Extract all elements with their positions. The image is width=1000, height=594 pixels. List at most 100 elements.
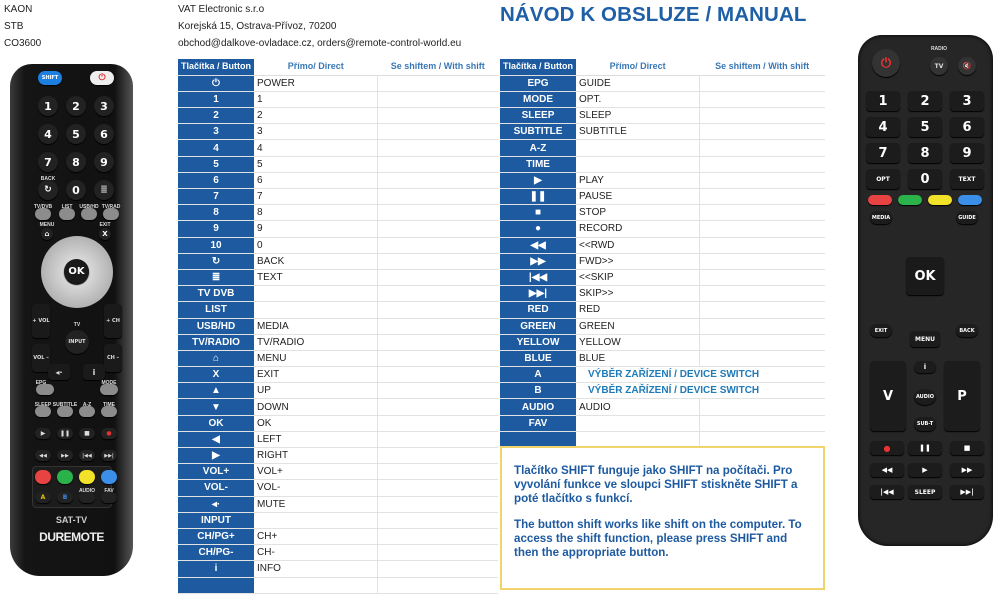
button-name: FAV — [500, 415, 577, 432]
remote-button — [35, 208, 51, 220]
table-row: VOL- VOL- — [178, 479, 498, 497]
remote-button: ▶▶ — [57, 450, 73, 461]
shift-function — [699, 75, 825, 92]
button-name: YELLOW — [500, 334, 577, 351]
text-icon: ≣ — [178, 269, 255, 287]
direct-function — [254, 577, 379, 594]
header-shift: Se shiftem / With shift — [377, 59, 498, 76]
remote-button — [928, 195, 952, 205]
table-row: RED RED — [500, 301, 825, 319]
company-address: Korejská 15, Ostrava-Přívoz, 70200 — [178, 21, 337, 32]
shift-function — [377, 366, 498, 384]
shift-function — [377, 285, 498, 303]
device-switch-cell: VÝBĚR ZAŘÍZENÍ / DEVICE SWITCH — [576, 382, 825, 400]
remote-button: |◀◀ — [79, 450, 95, 461]
shift-function — [377, 447, 498, 465]
remote-button: ◂· — [48, 364, 70, 380]
shift-function — [699, 107, 825, 125]
remote-button: ⏻ — [90, 71, 114, 85]
button-name: USB/HD — [178, 318, 255, 335]
record-icon: ● — [500, 220, 577, 238]
table-row: ⏻ POWER — [178, 75, 498, 92]
remote-button — [59, 208, 75, 220]
table-row: LIST — [178, 301, 498, 319]
page-title: NÁVOD K OBSLUZE / MANUAL — [500, 3, 807, 26]
button-name: EPG — [500, 75, 577, 92]
remote-button: ⌂ — [41, 228, 53, 240]
shift-function — [699, 269, 825, 287]
direct-function: 2 — [254, 107, 379, 125]
remote-button-label: MENU — [39, 222, 55, 228]
remote-button: ▶▶| — [101, 450, 117, 461]
remote-model-label: SAT-TV — [55, 515, 88, 525]
table-row: ▲ UP — [178, 382, 498, 400]
button-name: RED — [500, 301, 577, 319]
direct-function: YELLOW — [576, 334, 700, 351]
model-code: CO3600 — [4, 38, 42, 49]
direct-function: SLEEP — [576, 107, 700, 125]
table-row: X EXIT — [178, 366, 498, 384]
shift-function — [699, 91, 825, 109]
shift-function — [699, 318, 825, 335]
button-name: 7 — [178, 188, 255, 206]
shift-function — [699, 123, 825, 141]
stop-icon: ■ — [500, 204, 577, 222]
remote-button-label: USB/HD — [79, 204, 99, 210]
table-row: SUBTITLE SUBTITLE — [500, 123, 825, 141]
remote-button-label: AUDIO — [78, 488, 96, 494]
table-row: ◂· MUTE — [178, 496, 498, 513]
remote-button: ■ — [950, 441, 984, 455]
remote-button: i — [83, 364, 105, 380]
button-name: CH/PG+ — [178, 528, 255, 546]
shift-function — [699, 139, 825, 157]
button-name: TIME — [500, 156, 577, 173]
direct-function — [254, 301, 379, 319]
remote-button: 3 — [94, 96, 114, 116]
direct-function: 9 — [254, 220, 379, 238]
remote-button-label: RADIO — [930, 46, 948, 52]
company-name: VAT Electronic s.r.o — [178, 4, 265, 15]
remote-button: X — [99, 228, 111, 240]
direct-function: 1 — [254, 91, 379, 109]
remote-button — [868, 195, 892, 205]
direct-function: EXIT — [254, 366, 379, 384]
button-name: 5 — [178, 156, 255, 173]
remote-button: 🔇 — [958, 57, 976, 75]
table-row: ▶ RIGHT — [178, 447, 498, 465]
remote-button: ▶ — [35, 428, 51, 439]
button-name: VOL+ — [178, 463, 255, 481]
button-name: VOL- — [178, 479, 255, 497]
remote-button: 9 — [94, 152, 114, 172]
skip-forward-icon: ▶▶| — [500, 285, 577, 303]
direct-function: <<RWD — [576, 237, 700, 254]
remote-button: B — [57, 492, 73, 503]
remote-button: ❚❚ — [908, 441, 942, 455]
shift-function — [377, 577, 498, 594]
button-name: A-Z — [500, 139, 577, 157]
direct-function: 4 — [254, 139, 379, 157]
shift-function — [377, 156, 498, 173]
shift-function — [699, 156, 825, 173]
skip-back-icon: |◀◀ — [500, 269, 577, 287]
remote-button: 6 — [94, 124, 114, 144]
table-row: CH/PG+ CH+ — [178, 528, 498, 546]
left-remote-image: SAT-TV DUREMOTE SHIFT ⏻ 1 2 3 4 5 6 7 8 9 ↻ 0 ≣ ⌂ X OK + … — [10, 64, 133, 576]
direct-function: RED — [576, 301, 700, 319]
direct-function: OK — [254, 415, 379, 432]
header-button: Tlačítka / Button — [178, 59, 255, 76]
table-header: Tlačítka / Button Přímo/ Direct Se shift… — [178, 59, 498, 76]
shift-function — [377, 269, 498, 287]
remote-button — [103, 208, 119, 220]
remote-button: 8 — [66, 152, 86, 172]
remote-button: 0 — [908, 169, 942, 189]
table-row: ⌂ MENU — [178, 350, 498, 368]
remote-button-label: LIST — [61, 204, 73, 210]
table-row: ◀◀ <<RWD — [500, 237, 825, 254]
remote-brand-logo: DUREMOTE — [39, 530, 104, 544]
info-icon: i — [178, 560, 255, 578]
